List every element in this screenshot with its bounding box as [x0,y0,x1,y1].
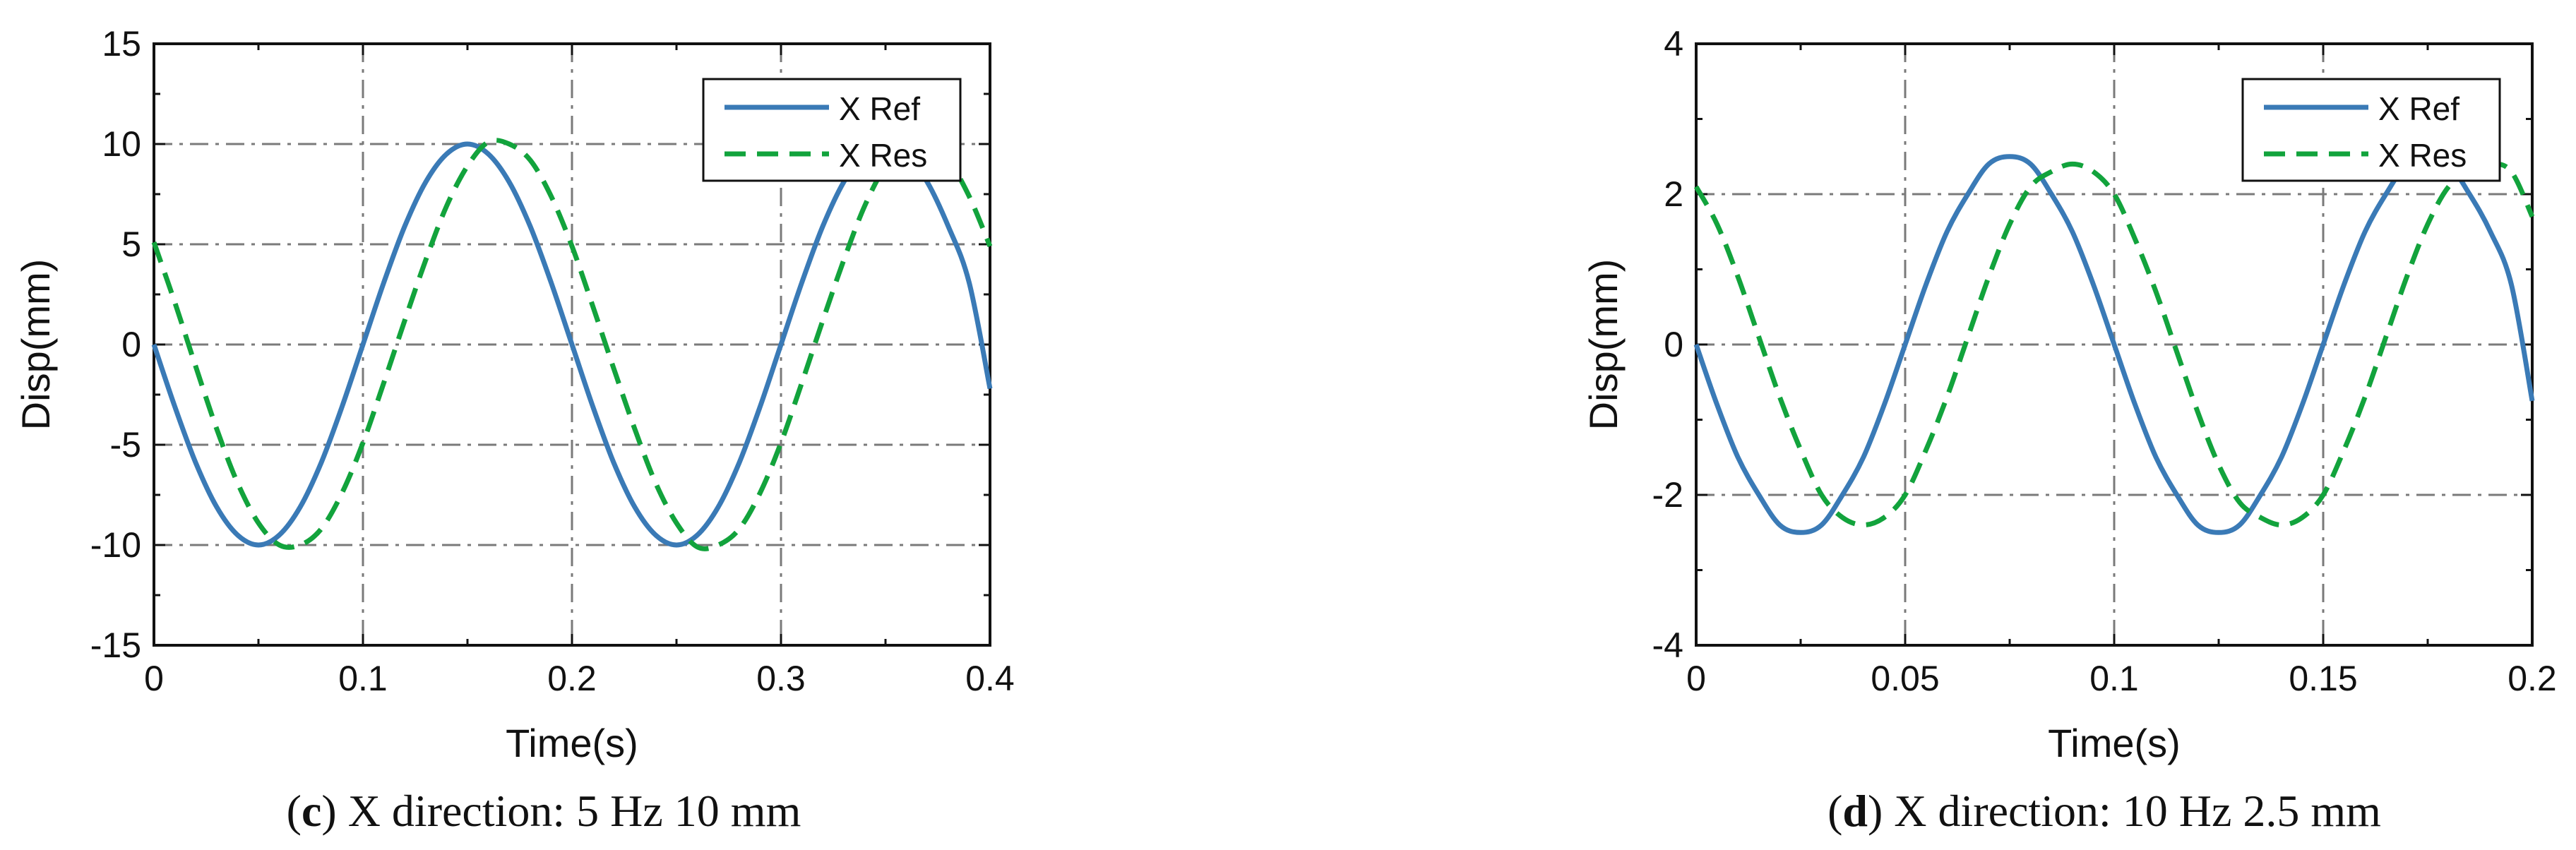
y-tick-label: -15 [90,625,141,665]
x-tick-label: 0.15 [2289,659,2357,698]
ticks-c: 0 0.1 0.2 0.3 0.4 15 10 5 0 -5 -10 -15 [90,24,1015,698]
x-axis-label-d: Time(s) [2048,721,2181,765]
y-tick-label: 2 [1664,174,1683,214]
y-tick-label: 4 [1664,24,1683,64]
y-tick-label: -5 [110,425,141,465]
x-tick-label: 0.05 [1871,659,1939,698]
y-tick-label: -10 [90,525,141,565]
caption-d: (d) X direction: 10 Hz 2.5 mm [1827,786,2381,836]
legend-label-ref-c: X Ref [839,90,920,127]
y-tick-label: 0 [1664,325,1683,364]
y-tick-label: 0 [121,325,141,364]
x-tick-label: 0.1 [2089,659,2139,698]
legend-label-ref-d: X Ref [2378,90,2459,127]
x-axis-label-c: Time(s) [506,721,638,765]
chart-panel-c: 0 0.1 0.2 0.3 0.4 15 10 5 0 -5 -10 -15 Time(s) Disp… [13,24,1015,836]
y-tick-label: 15 [102,24,141,64]
x-tick-label: 0.4 [965,659,1015,698]
ticks-d: 0 0.05 0.1 0.15 0.2 4 2 0 -2 -4 [1652,24,2557,698]
legend-box-c [702,78,962,182]
x-tick-label: 0.3 [756,659,806,698]
y-tick-label: 5 [121,225,141,264]
series-line-x-res [151,138,993,551]
legend-c: X Ref X Res [702,78,962,182]
y-axis-label-d: Disp(mm) [1581,259,1626,431]
x-tick-label: 0.1 [338,659,388,698]
legend-label-res-c: X Res [839,137,927,174]
legend-label-res-d: X Res [2378,137,2467,174]
x-tick-label: 0 [144,659,164,698]
x-tick-label: 0.2 [547,659,597,698]
legend-d: X Ref X Res [2241,78,2501,182]
caption-c: (c) X direction: 5 Hz 10 mm [287,786,801,836]
y-tick-label: -4 [1652,625,1683,665]
y-tick-label: -2 [1652,475,1683,515]
y-axis-label-c: Disp(mm) [13,259,58,431]
y-tick-label: 10 [102,124,141,164]
x-tick-label: 0 [1686,659,1706,698]
x-tick-label: 0.2 [2508,659,2557,698]
legend-box-d [2241,78,2501,182]
